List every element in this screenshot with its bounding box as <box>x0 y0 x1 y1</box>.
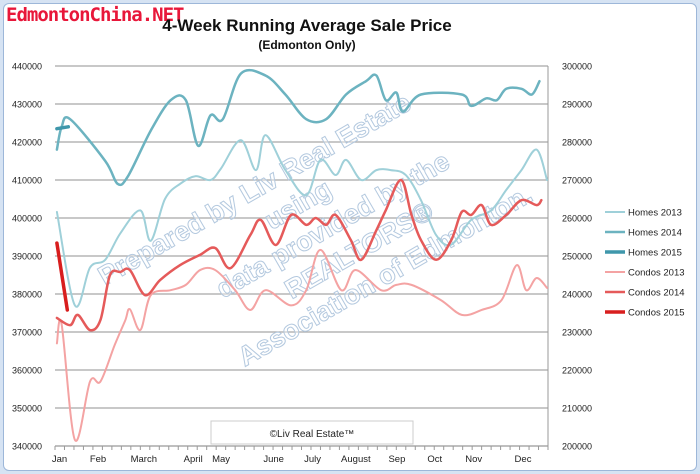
x-tick-label: May <box>212 454 230 465</box>
legend-label-condos-2014: Condos 2014 <box>628 288 685 299</box>
legend-label-condos-2013: Condos 2013 <box>628 268 685 279</box>
brand-logo: EdmontonChina.NET <box>6 4 184 26</box>
series-line-condos-2015 <box>55 241 70 312</box>
x-tick-label: June <box>263 454 284 465</box>
x-tick-label: April <box>184 454 203 465</box>
left-tick-label: 380000 <box>12 290 42 300</box>
x-tick-label: March <box>131 454 157 465</box>
x-tick-label: Jan <box>52 454 67 465</box>
series-line-homes-2013 <box>55 134 549 308</box>
x-tick-label: Nov <box>465 454 482 465</box>
right-tick-label: 220000 <box>562 366 592 376</box>
x-tick-label: Sep <box>388 454 405 465</box>
left-tick-label: 340000 <box>12 442 42 452</box>
series-line-homes-2015 <box>55 125 71 131</box>
series-line-condos-2013 <box>55 248 549 442</box>
x-tick-label: Oct <box>427 454 442 465</box>
right-tick-label: 280000 <box>562 138 592 148</box>
chart-title: 4-Week Running Average Sale Price <box>162 16 451 35</box>
right-tick-label: 260000 <box>562 214 592 224</box>
left-tick-label: 420000 <box>12 138 42 148</box>
left-tick-label: 430000 <box>12 100 42 110</box>
series-line-condos-2014 <box>55 178 543 332</box>
left-tick-label: 410000 <box>12 176 42 186</box>
copyright-text: ©Liv Real Estate™ <box>270 429 355 440</box>
left-tick-label: 370000 <box>12 328 42 338</box>
series-line-homes-2014 <box>55 68 541 187</box>
left-tick-label: 350000 <box>12 404 42 414</box>
right-tick-label: 270000 <box>562 176 592 186</box>
legend-label-condos-2015: Condos 2015 <box>628 308 685 319</box>
right-tick-label: 240000 <box>562 290 592 300</box>
right-tick-label: 300000 <box>562 62 592 72</box>
legend-label-homes-2013: Homes 2013 <box>628 208 682 219</box>
x-tick-label: July <box>304 454 321 465</box>
x-tick-label: Dec <box>515 454 532 465</box>
right-tick-label: 290000 <box>562 100 592 110</box>
right-tick-label: 250000 <box>562 252 592 262</box>
right-tick-label: 210000 <box>562 404 592 414</box>
right-tick-label: 200000 <box>562 442 592 452</box>
left-tick-label: 400000 <box>12 214 42 224</box>
x-tick-label: August <box>341 454 371 465</box>
copyright-box <box>210 420 414 445</box>
chart-subtitle: (Edmonton Only) <box>258 38 355 52</box>
left-tick-label: 440000 <box>12 62 42 72</box>
legend-label-homes-2015: Homes 2015 <box>628 248 682 259</box>
legend-label-homes-2014: Homes 2014 <box>628 228 682 239</box>
x-tick-label: Feb <box>90 454 106 465</box>
right-tick-label: 230000 <box>562 328 592 338</box>
left-tick-label: 390000 <box>12 252 42 262</box>
left-tick-label: 360000 <box>12 366 42 376</box>
